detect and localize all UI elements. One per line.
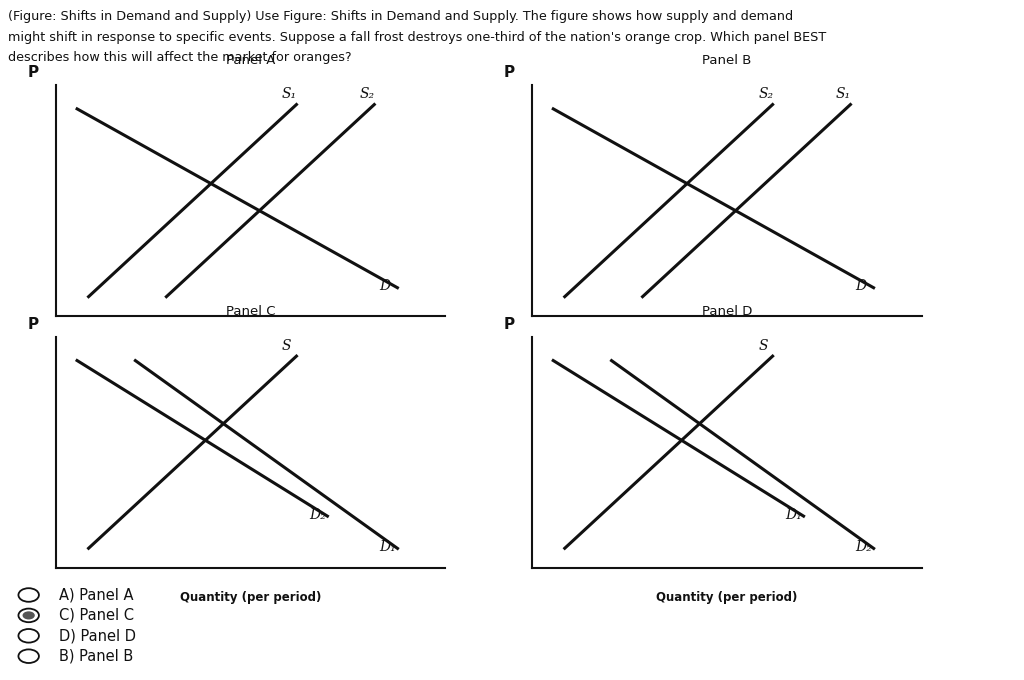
Text: A) Panel A: A) Panel A <box>59 588 134 602</box>
Text: might shift in response to specific events. Suppose a fall frost destroys one-th: might shift in response to specific even… <box>8 31 826 44</box>
Text: P: P <box>28 65 39 80</box>
Text: B) Panel B: B) Panel B <box>59 649 134 664</box>
Text: D₁: D₁ <box>785 507 802 522</box>
Text: P: P <box>28 317 39 332</box>
Text: D: D <box>379 279 390 293</box>
Text: C) Panel C: C) Panel C <box>59 608 134 623</box>
Text: Panel C: Panel C <box>226 305 275 318</box>
Text: S₁: S₁ <box>836 87 851 101</box>
Text: S₁: S₁ <box>282 87 297 101</box>
Text: S: S <box>758 339 768 353</box>
Text: Quantity (per period): Quantity (per period) <box>180 591 322 604</box>
Text: D₂: D₂ <box>855 540 872 554</box>
Text: D₁: D₁ <box>379 540 396 554</box>
Text: P: P <box>504 317 515 332</box>
Text: P: P <box>504 65 515 80</box>
Text: (Figure: Shifts in Demand and Supply) Use Figure: Shifts in Demand and Supply. T: (Figure: Shifts in Demand and Supply) Us… <box>8 10 794 23</box>
Text: Panel B: Panel B <box>702 54 752 67</box>
Text: Quantity (per period): Quantity (per period) <box>180 339 322 352</box>
Text: S₂: S₂ <box>758 87 773 101</box>
Text: Quantity (per period): Quantity (per period) <box>656 591 798 604</box>
Text: describes how this will affect the market for oranges?: describes how this will affect the marke… <box>8 51 352 64</box>
Text: D) Panel D: D) Panel D <box>59 628 136 643</box>
Text: D₂: D₂ <box>309 507 326 522</box>
Text: S₂: S₂ <box>359 87 375 101</box>
Text: D: D <box>855 279 866 293</box>
Text: Panel D: Panel D <box>701 305 753 318</box>
Text: Quantity (per period): Quantity (per period) <box>656 339 798 352</box>
Text: Panel A: Panel A <box>226 54 275 67</box>
Text: S: S <box>282 339 292 353</box>
